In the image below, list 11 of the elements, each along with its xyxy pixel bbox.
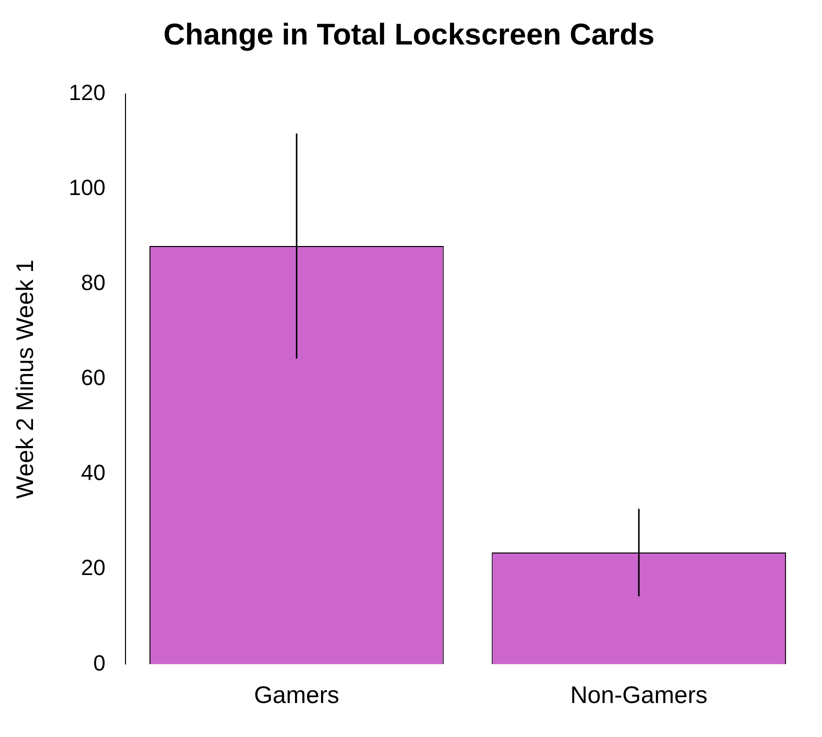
y-tick-label: 0 bbox=[93, 650, 106, 676]
y-tick-label: 40 bbox=[81, 460, 106, 486]
y-tick-label: 80 bbox=[81, 270, 106, 296]
chart-title: Change in Total Lockscreen Cards bbox=[163, 18, 655, 52]
x-tick-label: Non-Gamers bbox=[570, 682, 708, 710]
y-axis-title: Week 2 Minus Week 1 bbox=[12, 259, 40, 499]
x-tick-label: Gamers bbox=[254, 682, 340, 710]
y-tick-label: 100 bbox=[68, 175, 106, 200]
y-tick-label: 120 bbox=[68, 80, 106, 106]
y-tick-label: 60 bbox=[81, 365, 106, 390]
y-tick-label: 20 bbox=[81, 555, 106, 580]
